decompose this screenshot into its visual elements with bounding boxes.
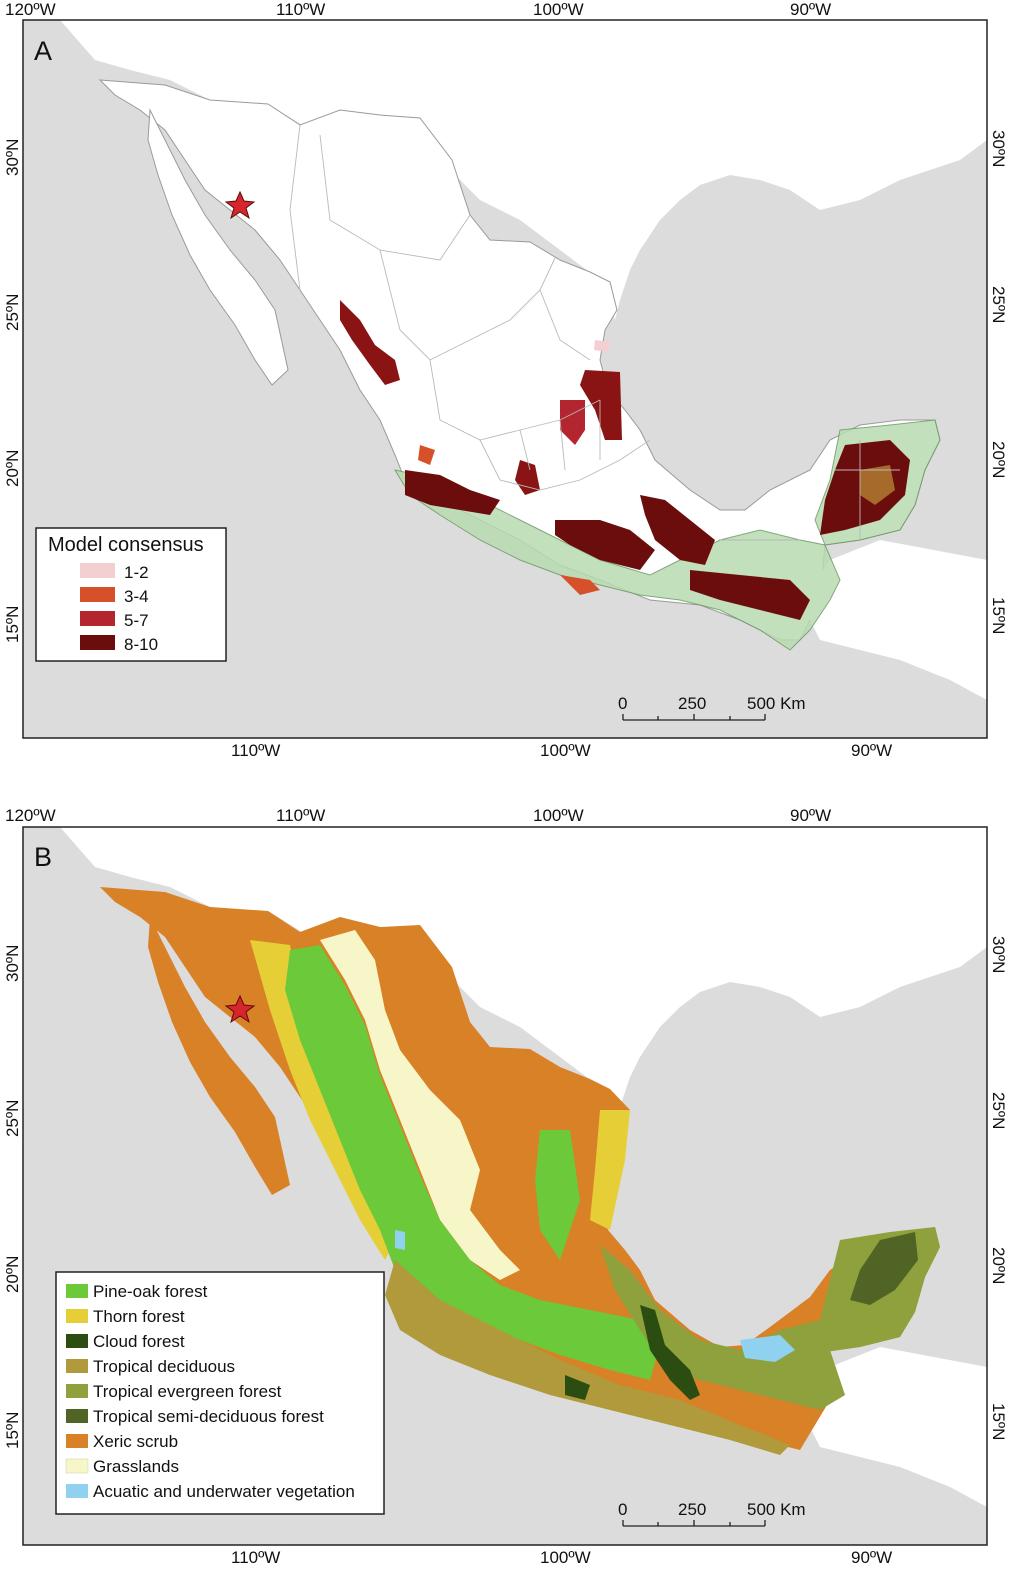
legend-label-a-3: 8-10 xyxy=(124,635,158,654)
right-tick-a-2: 20ºN xyxy=(989,441,1008,478)
legend-swatch-a-0 xyxy=(80,563,115,578)
legend-title-a: Model consensus xyxy=(48,534,204,556)
left-tick-a-1: 25ºN xyxy=(3,294,22,331)
right-tick-a-0: 30ºN xyxy=(989,130,1008,167)
bottom-tick-b-2: 90ºW xyxy=(851,1548,892,1567)
scale-label-b-0: 0 xyxy=(618,1500,627,1519)
right-tick-a-3: 15ºN xyxy=(989,597,1008,634)
bottom-tick-b-0: 110ºW xyxy=(231,1548,280,1567)
left-tick-b-1: 25ºN xyxy=(3,1100,22,1137)
right-tick-a-1: 25ºN xyxy=(989,286,1008,323)
biogeographic-zone-a xyxy=(393,469,841,651)
scale-bar-a: 0 250 500 Km xyxy=(618,694,806,721)
top-tick-a-2: 100ºW xyxy=(533,0,584,19)
locality-star-b xyxy=(224,994,256,1024)
legend-swatch-b-6 xyxy=(66,1434,88,1448)
scale-bar-b: 0 250 500 Km xyxy=(618,1500,806,1527)
island-a xyxy=(800,540,987,700)
bottom-tick-b-1: 100ºW xyxy=(540,1548,591,1567)
ticks-a: 120ºW 110ºW 100ºW 90ºW 110ºW 100ºW 90ºW … xyxy=(3,0,1008,760)
legend-label-b-2: Cloud forest xyxy=(93,1332,185,1351)
frame-b xyxy=(22,826,988,1546)
bottom-tick-a-1: 100ºW xyxy=(540,741,591,760)
vegetation-aquatic-2 xyxy=(395,1230,405,1250)
legend-swatch-b-8 xyxy=(66,1484,88,1498)
vegetation-cloud-forest-2 xyxy=(565,1375,590,1400)
legend-swatch-a-1 xyxy=(80,587,115,602)
legend-label-b-3: Tropical deciduous xyxy=(93,1357,235,1376)
state-borders-a xyxy=(289,124,900,541)
vegetation-tropical-evergreen xyxy=(600,1245,845,1410)
left-tick-b-2: 20ºN xyxy=(3,1256,22,1293)
vegetation-cloud-forest xyxy=(640,1305,700,1400)
legend-swatch-b-3 xyxy=(66,1359,88,1373)
legend-swatch-b-4 xyxy=(66,1384,88,1398)
legend-swatch-b-7 xyxy=(65,1458,89,1474)
locality-star-a xyxy=(224,190,256,220)
top-tick-a-1: 110ºW xyxy=(276,0,325,19)
legend-label-b-5: Tropical semi-deciduous forest xyxy=(93,1407,324,1426)
island-b xyxy=(800,1347,987,1507)
legend-swatch-b-5 xyxy=(66,1409,88,1423)
right-tick-b-3: 15ºN xyxy=(989,1403,1008,1440)
legend-swatch-a-2 xyxy=(80,611,115,626)
vegetation-pine-oak-forest xyxy=(285,945,660,1380)
left-tick-b-0: 30ºN xyxy=(3,945,22,982)
scale-label-a-0: 0 xyxy=(618,694,627,713)
legend-label-b-6: Xeric scrub xyxy=(93,1432,178,1451)
vegetation-tropical-semi-deciduous xyxy=(850,1232,918,1305)
frame-a xyxy=(22,19,988,739)
legend-swatch-b-1 xyxy=(66,1309,88,1323)
panel-label-a: A xyxy=(34,36,52,66)
ticks-b: 120ºW 110ºW 100ºW 90ºW 110ºW 100ºW 90ºW … xyxy=(3,806,1008,1567)
legend-label-b-8: Acuatic and underwater vegetation xyxy=(93,1482,355,1501)
legend-label-a-1: 3-4 xyxy=(124,587,149,606)
top-tick-a-3: 90ºW xyxy=(790,0,831,19)
legend-label-a-0: 1-2 xyxy=(124,563,149,582)
legend-a: Model consensus 1-2 3-4 5-7 8-10 xyxy=(35,527,227,662)
consensus-patches-a xyxy=(340,300,910,620)
bottom-tick-a-2: 90ºW xyxy=(851,741,892,760)
right-tick-b-0: 30ºN xyxy=(989,936,1008,973)
baja-california-a xyxy=(147,108,289,386)
legend-label-b-1: Thorn forest xyxy=(93,1307,185,1326)
scale-label-b-1: 250 xyxy=(678,1500,706,1519)
baja-california-b xyxy=(148,917,290,1195)
left-tick-a-3: 15ºN xyxy=(3,606,22,643)
legend-label-a-2: 5-7 xyxy=(124,611,149,630)
top-tick-a-0: 120ºW xyxy=(5,0,56,19)
right-tick-b-2: 20ºN xyxy=(989,1247,1008,1284)
bottom-tick-a-0: 110ºW xyxy=(231,741,280,760)
land-north-b xyxy=(60,827,987,1127)
scale-label-a-1: 250 xyxy=(678,694,706,713)
top-tick-b-0: 120ºW xyxy=(5,806,56,825)
top-tick-b-2: 100ºW xyxy=(533,806,584,825)
vegetation-pine-oak-forest-2 xyxy=(535,1130,580,1260)
left-tick-a-2: 20ºN xyxy=(3,450,22,487)
legend-label-b-7: Grasslands xyxy=(93,1457,179,1476)
top-tick-b-3: 90ºW xyxy=(790,806,831,825)
left-tick-a-0: 30ºN xyxy=(3,139,22,176)
panel-label-b: B xyxy=(34,842,52,872)
legend-label-b-4: Tropical evergreen forest xyxy=(93,1382,282,1401)
land-north-a xyxy=(60,20,987,320)
left-tick-b-3: 15ºN xyxy=(3,1412,22,1449)
vegetation-thorn-forest-2 xyxy=(590,1110,630,1230)
top-tick-b-1: 110ºW xyxy=(276,806,325,825)
legend-b: Pine-oak forest Thorn forest Cloud fores… xyxy=(55,1271,385,1515)
scale-label-b-2: 500 Km xyxy=(747,1500,806,1519)
vegetation-aquatic xyxy=(740,1335,795,1362)
legend-swatch-b-2 xyxy=(66,1334,88,1348)
legend-swatch-a-3 xyxy=(80,635,115,650)
legend-swatch-b-0 xyxy=(66,1284,88,1298)
vegetation-grasslands xyxy=(320,930,520,1280)
legend-label-b-0: Pine-oak forest xyxy=(93,1282,208,1301)
right-tick-b-1: 25ºN xyxy=(989,1092,1008,1129)
vegetation-tropical-deciduous xyxy=(385,1260,790,1455)
scale-label-a-2: 500 Km xyxy=(747,694,806,713)
